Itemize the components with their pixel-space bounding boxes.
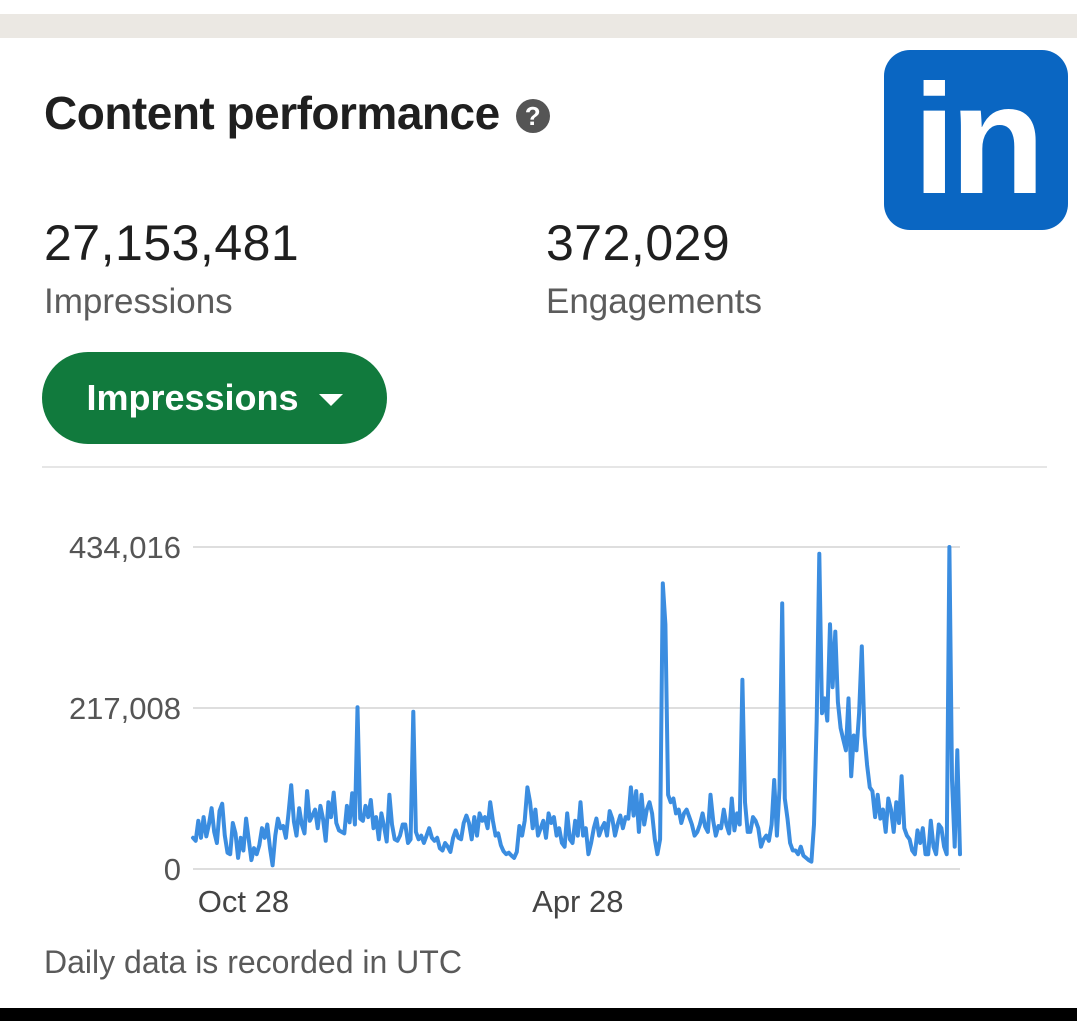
x-tick-label: Oct 28 — [198, 884, 289, 919]
y-tick-label: 434,016 — [69, 530, 181, 565]
impressions-series-line — [191, 545, 962, 868]
metric-value: 27,153,481 — [44, 215, 300, 271]
metric-impressions: 27,153,481 Impressions — [44, 214, 299, 322]
linkedin-logo-icon: in — [884, 50, 1068, 230]
divider — [42, 466, 1047, 468]
metric-label: Impressions — [44, 282, 233, 321]
card-header: Content performance ? — [44, 86, 550, 140]
bottom-bar — [0, 1008, 1077, 1021]
impressions-line-chart: 434,016 217,008 0 Oct 28 Apr 28 — [69, 530, 962, 919]
metric-value: 372,029 — [546, 215, 731, 271]
metric-label: Engagements — [546, 282, 762, 321]
logo-text: in — [912, 53, 1046, 227]
help-icon[interactable]: ? — [515, 99, 550, 133]
y-tick-label: 217,008 — [69, 691, 181, 726]
y-tick-label: 0 — [164, 852, 181, 887]
footnote: Daily data is recorded in UTC — [44, 944, 462, 980]
metric-engagements: 372,029 Engagements — [546, 214, 762, 322]
top-bar — [0, 14, 1077, 38]
x-tick-label: Apr 28 — [532, 884, 623, 919]
page-title: Content performance — [44, 87, 500, 139]
metric-selector-dropdown[interactable]: Impressions — [42, 352, 387, 444]
top-strip — [0, 0, 1077, 14]
caret-down-icon — [318, 394, 343, 406]
dropdown-label: Impressions — [86, 377, 299, 418]
